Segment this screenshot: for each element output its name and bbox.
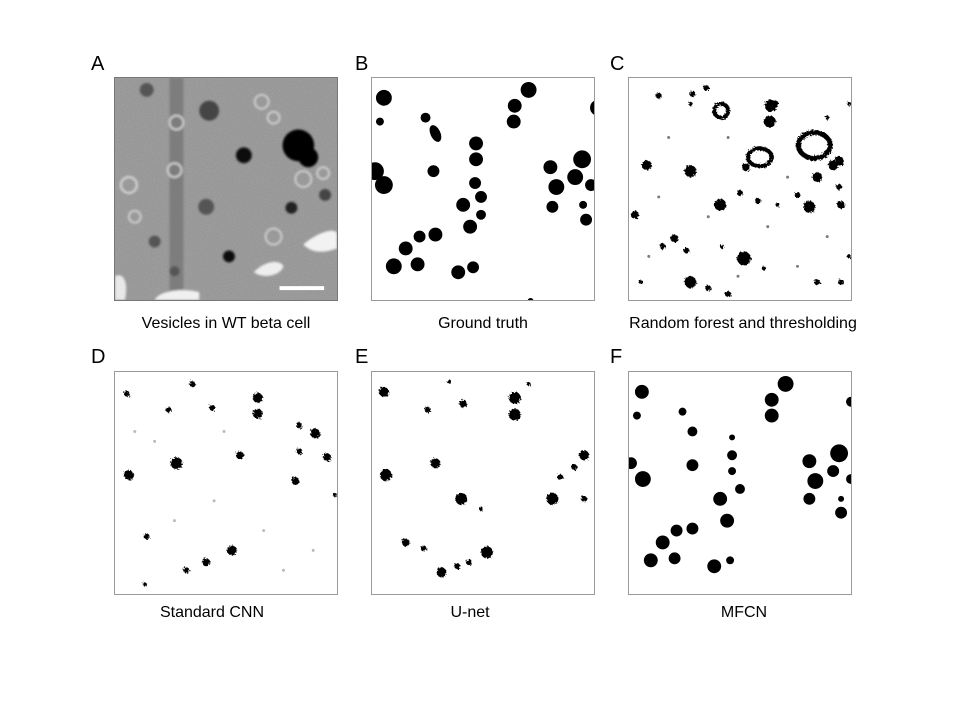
caption-f: MFCN <box>720 604 768 621</box>
mfcn-panel-f <box>628 371 852 595</box>
standard-cnn-output <box>123 380 337 587</box>
panel-letter-b: B <box>355 53 369 75</box>
panel-letter-f: F <box>610 346 623 368</box>
ground-truth-panel-b <box>371 77 595 301</box>
random-forest-panel-c <box>628 77 852 301</box>
standard-cnn-panel-d <box>114 371 338 595</box>
caption-a: Vesicles in WT beta cell <box>141 315 311 332</box>
caption-d: Standard CNN <box>159 604 265 621</box>
ground-truth-mask <box>372 81 594 300</box>
mfcn-output <box>629 375 851 574</box>
unet-panel-e <box>371 371 595 595</box>
unet-output <box>378 379 590 578</box>
caption-c: Random forest and thresholding <box>629 315 857 332</box>
panel-letter-c: C <box>610 53 625 75</box>
random-forest-output <box>630 84 851 298</box>
scale-bar <box>279 286 325 291</box>
panel-letter-a: A <box>91 53 105 75</box>
micrograph-image <box>115 78 337 300</box>
caption-e: U-net <box>450 604 490 621</box>
panel-letter-d: D <box>91 346 106 368</box>
panel-letter-e: E <box>355 346 369 368</box>
micrograph-panel-a <box>114 77 338 301</box>
caption-b: Ground truth <box>438 315 528 332</box>
